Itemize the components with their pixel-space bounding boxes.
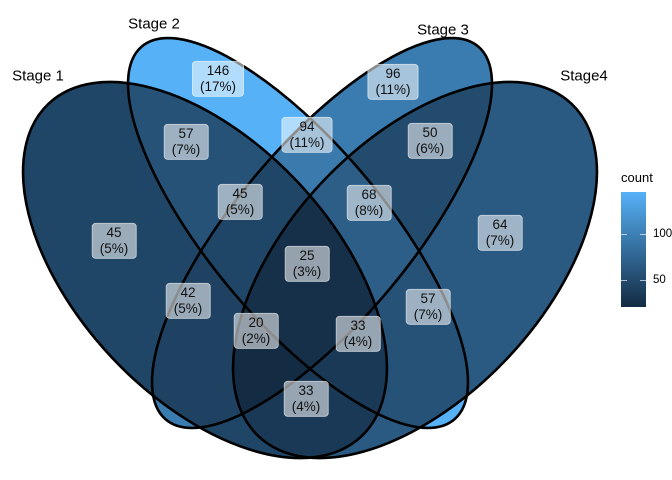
- set-label-1: Stage 1: [12, 67, 64, 85]
- region-label-ABD: 33 (4%): [335, 315, 381, 353]
- set-label-2: Stage 2: [128, 15, 180, 33]
- region-label-ACD: 20 (2%): [233, 312, 279, 350]
- region-label-B: 146 (17%): [191, 60, 245, 98]
- region-label-A: 45 (5%): [91, 222, 137, 260]
- legend-gradient-wrap: 100 50: [621, 192, 672, 307]
- region-label-BCD: 68 (8%): [346, 184, 392, 222]
- count-legend: count 100 50: [616, 170, 672, 307]
- set-label-4: Stage4: [560, 67, 608, 85]
- set-label-3: Stage 3: [417, 21, 469, 39]
- region-label-AC: 42 (5%): [165, 282, 211, 320]
- legend-tick-mark: [640, 280, 646, 281]
- region-label-C: 96 (11%): [367, 63, 419, 101]
- region-label-D: 64 (7%): [477, 214, 523, 252]
- legend-tick-mark: [640, 234, 646, 235]
- region-label-BD: 57 (7%): [405, 288, 451, 326]
- region-label-ABCD: 25 (3%): [284, 245, 330, 283]
- legend-tick-label: 50: [653, 274, 666, 286]
- legend-tick-label: 100: [653, 228, 672, 240]
- legend-tick-mark: [621, 280, 627, 281]
- region-label-CD: 50 (6%): [407, 122, 453, 160]
- legend-gradient-bar: [621, 192, 646, 307]
- region-label-BC: 94 (11%): [281, 116, 333, 154]
- legend-tick-mark: [621, 234, 627, 235]
- region-label-AB: 57 (7%): [163, 123, 209, 161]
- region-label-ABC: 45 (5%): [217, 183, 263, 221]
- region-label-AD: 33 (4%): [283, 380, 329, 418]
- legend-title: count: [621, 170, 653, 185]
